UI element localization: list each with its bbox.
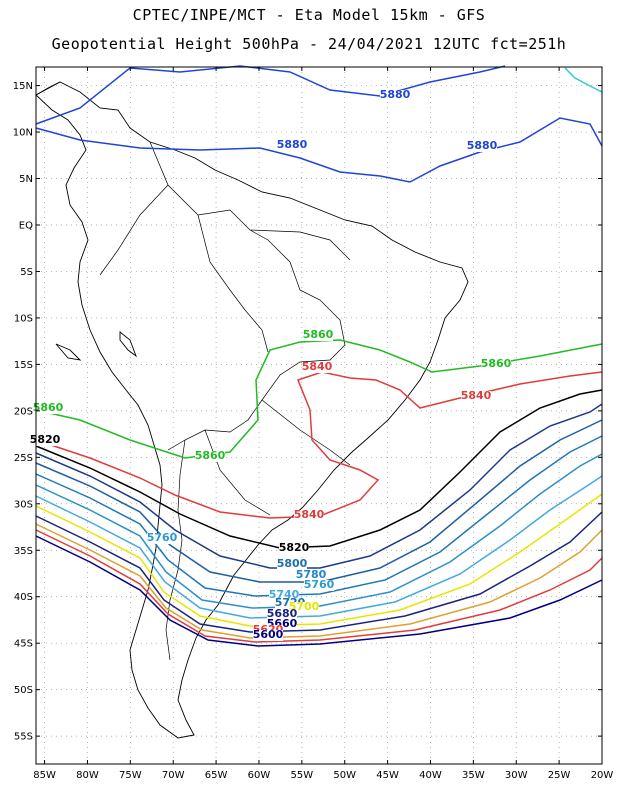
lon-tick-label: 20W bbox=[591, 770, 614, 781]
contour-label: 5860 bbox=[33, 401, 64, 414]
contour-5720 bbox=[35, 475, 603, 619]
lat-tick-label: 25S bbox=[14, 453, 33, 464]
contour-label: 5800 bbox=[277, 557, 308, 570]
contour-5620 bbox=[35, 529, 603, 643]
latitude-axis: 15N 10N 5N EQ 5S 10S 15S 20S 25S 30S 35S 40S 45S 50S 5… bbox=[13, 81, 602, 743]
contour-label: 5680 bbox=[267, 607, 298, 620]
contour-label: 5860 bbox=[195, 449, 226, 462]
contour-label: 5740 bbox=[269, 588, 300, 601]
lat-tick-label: 50S bbox=[14, 685, 33, 696]
contour-5880-mid bbox=[35, 117, 603, 183]
contour-label: 5760 bbox=[147, 531, 178, 544]
contour-label: 5840 bbox=[294, 508, 325, 521]
lon-tick-label: 45W bbox=[376, 770, 399, 781]
map-frame bbox=[35, 66, 603, 765]
contour-label-bg bbox=[253, 630, 283, 641]
lat-tick-label: 30S bbox=[14, 499, 33, 510]
contour-label-bg bbox=[33, 403, 63, 414]
contour-5820 bbox=[35, 389, 603, 549]
lon-tick-label: 60W bbox=[248, 770, 271, 781]
lon-tick-label: 65W bbox=[205, 770, 228, 781]
contour-label: 5780 bbox=[296, 568, 327, 581]
lat-tick-label: 5N bbox=[19, 174, 33, 185]
contour-label-bg bbox=[277, 559, 307, 570]
lon-tick-label: 80W bbox=[76, 770, 99, 781]
contour-label: 5840 bbox=[302, 360, 333, 373]
lat-tick-label: 10N bbox=[13, 128, 33, 139]
contour-5840 bbox=[35, 371, 603, 519]
contour-label-bg bbox=[269, 590, 299, 601]
contour-label-bg bbox=[296, 570, 326, 581]
contour-label: 5600 bbox=[253, 628, 284, 641]
contour-label-bg bbox=[304, 580, 334, 591]
contour-label-bg bbox=[279, 543, 309, 554]
lat-tick-label: 35S bbox=[14, 546, 33, 557]
contour-label: 5880 bbox=[380, 88, 411, 101]
lat-tick-label: 10S bbox=[14, 313, 33, 324]
contour-label: 5820 bbox=[30, 433, 61, 446]
contour-label-bg bbox=[302, 362, 332, 373]
lake-poopo bbox=[55, 343, 82, 361]
contour-label-bg bbox=[147, 533, 177, 544]
contour-label-bg bbox=[380, 90, 410, 101]
lake-titicaca bbox=[119, 331, 137, 358]
lat-tick-label: 55S bbox=[14, 732, 33, 743]
lon-tick-label: 70W bbox=[162, 770, 185, 781]
contour-label-bg bbox=[467, 141, 497, 152]
lat-tick-label: 40S bbox=[14, 592, 33, 603]
borders bbox=[99, 141, 351, 661]
contour-label-bg bbox=[481, 359, 511, 370]
lat-tick-label: 20S bbox=[14, 406, 33, 417]
contour-label: 5840 bbox=[461, 389, 492, 402]
contour-5860 bbox=[35, 339, 603, 459]
contour-label-bg bbox=[195, 451, 225, 462]
lon-tick-label: 50W bbox=[333, 770, 356, 781]
map-title-line1: CPTEC/INPE/MCT - Eta Model 15km - GFS bbox=[132, 6, 486, 24]
contour-label-bg bbox=[303, 330, 333, 341]
contour-label-bg bbox=[461, 391, 491, 402]
contour-label-bg bbox=[267, 609, 297, 620]
contour-5740 bbox=[35, 453, 603, 609]
contour-label-bg bbox=[30, 435, 60, 446]
contour-label-bg bbox=[289, 602, 319, 613]
lon-tick-label: 40W bbox=[419, 770, 442, 781]
contour-label: 5880 bbox=[277, 138, 308, 151]
contour-label-bg bbox=[294, 510, 324, 521]
contour-label-bg bbox=[267, 619, 297, 630]
lon-tick-label: 75W bbox=[119, 770, 142, 781]
lon-tick-label: 85W bbox=[33, 770, 56, 781]
lon-tick-label: 25W bbox=[548, 770, 571, 781]
contour-5800 bbox=[35, 403, 603, 569]
contour-5680 bbox=[35, 511, 603, 633]
central-america bbox=[35, 81, 61, 96]
contour-5600 bbox=[35, 535, 603, 647]
contour-5760 bbox=[35, 435, 603, 597]
contour-label: 5860 bbox=[481, 357, 512, 370]
graticule-grid bbox=[36, 67, 603, 764]
map-title-line2: Geopotential Height 500hPa - 24/04/2021 … bbox=[51, 35, 567, 53]
lat-tick-label: 45S bbox=[14, 639, 33, 650]
contour-5660 bbox=[35, 523, 603, 639]
contour-label: 5860 bbox=[303, 328, 334, 341]
height-contours bbox=[35, 65, 603, 647]
contour-cyan bbox=[564, 67, 603, 93]
lat-tick-label: EQ bbox=[19, 220, 33, 231]
contour-label-bg bbox=[277, 140, 307, 151]
longitude-axis: 85W 80W 75W 70W 65W 60W 55W 50W 45W 40W 35W 30W 25W 2… bbox=[33, 67, 613, 781]
lat-tick-label: 15N bbox=[13, 81, 33, 92]
contour-label-layer: 5880 5880 5880 5860 5860 5860 5860 5840 5840 5840… bbox=[30, 88, 512, 641]
contour-5880-north bbox=[35, 65, 506, 125]
contour-label: 5880 bbox=[467, 139, 498, 152]
contour-label: 5760 bbox=[304, 578, 335, 591]
lat-tick-label: 15S bbox=[14, 360, 33, 371]
lat-tick-label: 5S bbox=[20, 267, 33, 278]
lon-tick-label: 55W bbox=[291, 770, 314, 781]
lon-tick-label: 30W bbox=[505, 770, 528, 781]
lon-tick-label: 35W bbox=[462, 770, 485, 781]
contour-label: 5820 bbox=[279, 541, 310, 554]
